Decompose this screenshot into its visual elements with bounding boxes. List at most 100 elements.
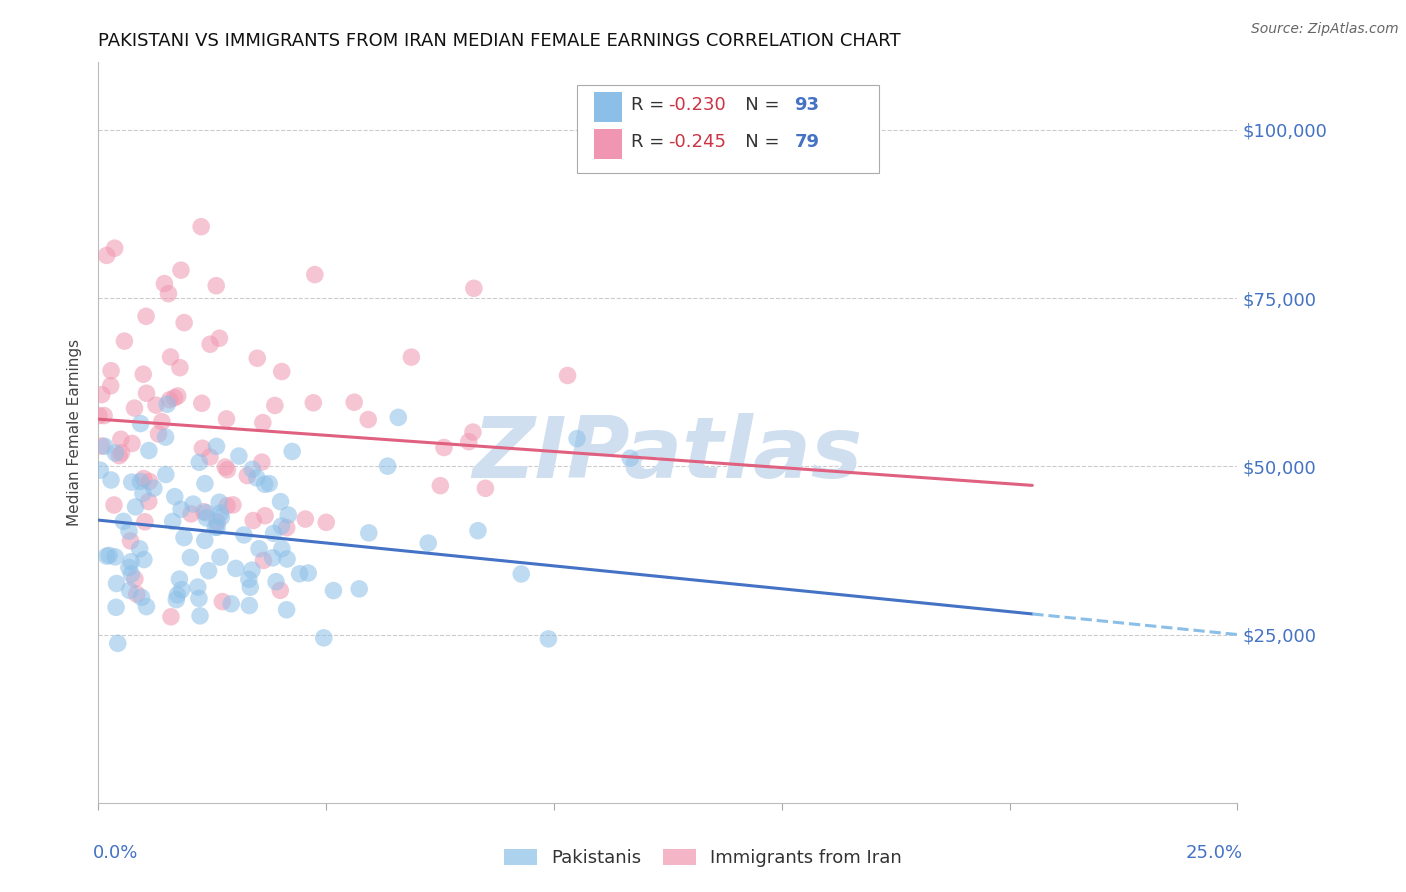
FancyBboxPatch shape <box>593 129 623 159</box>
Point <box>132 486 155 500</box>
Point <box>194 533 217 548</box>
Point <box>197 564 219 578</box>
Point <box>315 516 337 530</box>
Point <box>110 432 132 446</box>
Point <box>312 631 335 645</box>
Point <box>208 550 231 565</box>
Point <box>246 351 269 366</box>
Point <box>131 591 153 605</box>
Point <box>187 591 209 606</box>
Point <box>193 505 215 519</box>
Point <box>357 412 380 426</box>
Point <box>253 477 276 491</box>
Point <box>156 397 179 411</box>
Point <box>120 567 142 582</box>
Text: R =: R = <box>631 133 671 151</box>
Point <box>170 502 193 516</box>
Point <box>129 417 152 431</box>
Point <box>170 582 193 597</box>
Point <box>222 498 245 512</box>
Point <box>173 316 195 330</box>
Point <box>276 521 298 535</box>
Point <box>132 368 155 382</box>
Point <box>270 365 292 379</box>
Point <box>155 430 177 444</box>
Point <box>120 533 142 548</box>
Point <box>214 460 236 475</box>
Point <box>138 494 160 508</box>
Point <box>125 587 148 601</box>
Point <box>121 436 143 450</box>
Point <box>302 396 325 410</box>
Point <box>169 572 191 586</box>
Point <box>205 520 228 534</box>
Point <box>209 510 232 524</box>
Point <box>188 455 211 469</box>
Point <box>165 592 187 607</box>
Point <box>288 566 311 581</box>
Text: ZIPatlas: ZIPatlas <box>472 413 863 496</box>
Point <box>181 497 204 511</box>
Point <box>138 475 160 489</box>
Point <box>304 268 326 282</box>
Point <box>263 526 285 541</box>
Point <box>433 441 456 455</box>
Point <box>162 515 184 529</box>
Point <box>180 507 202 521</box>
Text: 25.0%: 25.0% <box>1185 844 1243 862</box>
Point <box>377 459 399 474</box>
Point <box>211 594 233 608</box>
Point <box>270 494 292 508</box>
Point <box>129 475 152 489</box>
Point <box>510 566 533 581</box>
Point <box>205 439 228 453</box>
Point <box>132 552 155 566</box>
Point <box>467 524 489 538</box>
Point <box>233 528 256 542</box>
Point <box>429 478 451 492</box>
Point <box>205 278 228 293</box>
Point <box>135 310 157 324</box>
Point <box>238 599 260 613</box>
Text: -0.245: -0.245 <box>668 133 725 151</box>
Point <box>120 555 142 569</box>
Point <box>252 553 274 567</box>
Y-axis label: Median Female Earnings: Median Female Earnings <box>67 339 83 526</box>
Point <box>166 588 188 602</box>
Point <box>270 541 292 556</box>
Point <box>208 331 231 345</box>
Point <box>134 515 156 529</box>
FancyBboxPatch shape <box>576 85 879 173</box>
Text: 0.0%: 0.0% <box>93 844 138 862</box>
Point <box>155 467 177 482</box>
Point <box>228 449 250 463</box>
Point <box>93 409 115 423</box>
Point <box>270 519 292 533</box>
Point <box>240 462 263 476</box>
Point <box>277 508 299 522</box>
Point <box>135 599 157 614</box>
Point <box>219 597 242 611</box>
Point <box>148 426 170 441</box>
Point <box>205 515 228 529</box>
Point <box>112 514 135 528</box>
Point <box>160 609 183 624</box>
Point <box>557 368 579 383</box>
Point <box>347 582 370 596</box>
Point <box>252 416 274 430</box>
Point <box>94 439 117 453</box>
Point <box>118 560 141 574</box>
Point <box>145 398 167 412</box>
Point <box>124 500 146 514</box>
Point <box>107 636 129 650</box>
Point <box>96 248 118 262</box>
Point <box>195 506 218 520</box>
Text: Source: ZipAtlas.com: Source: ZipAtlas.com <box>1251 22 1399 37</box>
Point <box>179 550 201 565</box>
Point <box>87 409 110 423</box>
Point <box>90 439 112 453</box>
Point <box>163 490 186 504</box>
Point <box>461 425 484 439</box>
Point <box>294 512 316 526</box>
Point <box>246 471 269 485</box>
